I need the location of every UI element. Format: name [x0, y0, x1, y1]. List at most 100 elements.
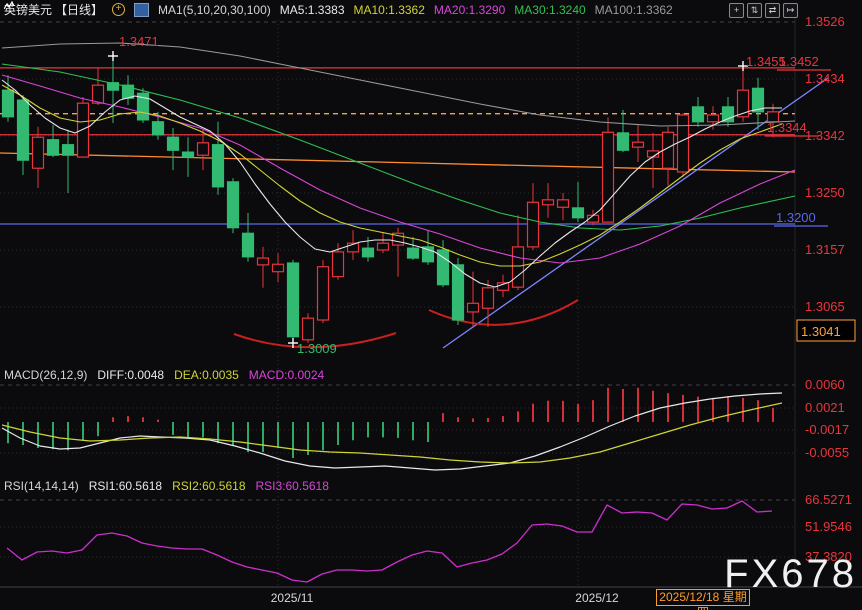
current-date-badge: 2025/12/18 星期四: [656, 589, 750, 610]
macd-settings-label: MACD(26,12,9): [4, 368, 88, 382]
price-annotation: 1.3455: [746, 54, 786, 69]
candle-body: [166, 136, 180, 151]
candle-body: [361, 247, 375, 258]
candle-body: [46, 139, 60, 156]
rsi-settings-label: RSI(14,14,14): [4, 479, 79, 493]
macd-axis-label: -0.0017: [805, 422, 849, 437]
candle-body: [31, 136, 45, 169]
toolbar: + ⇅ ⇄ ↦: [729, 3, 798, 18]
candle-body: [16, 99, 30, 161]
candle-body: [346, 242, 360, 253]
symbol-name: 英镑美元: [4, 3, 53, 17]
bottom-arc-annotation: [233, 332, 397, 349]
candle-body: [676, 114, 690, 173]
candle-body: [226, 181, 240, 229]
y-scale-tool-icon[interactable]: ⇅: [747, 3, 762, 18]
time-label-december: 2025/12: [575, 591, 619, 605]
candle-body: [106, 82, 120, 91]
candle-body: [256, 257, 270, 266]
rsi3-value: RSI3:60.5618: [255, 479, 329, 493]
axis-price-tag-box: [796, 319, 856, 342]
candle-body: [241, 232, 255, 258]
candle-body: [391, 232, 405, 246]
candle-body: [556, 199, 570, 208]
rsi-axis-label: 51.9546: [805, 519, 852, 534]
ma-settings-label: MA1(5,10,20,30,100): [158, 2, 271, 17]
price-annotation: 1.3471: [119, 34, 159, 49]
candle-body: [526, 201, 540, 248]
price-axis-label: 1.3065: [805, 299, 845, 314]
rsi1-value: RSI1:60.5618: [88, 479, 163, 493]
ma5-line: [1, 79, 782, 288]
time-label-november: 2025/11: [270, 591, 314, 605]
ma20-value: MA20:1.3290: [433, 2, 506, 17]
axis-price-tag: 1.3041: [801, 324, 841, 339]
macd-header: MACD(26,12,9) DIFF:0.0048 DEA:0.0035 MAC…: [4, 368, 324, 382]
candle-body: [91, 84, 105, 104]
candle-body: [301, 317, 315, 341]
candle-body: [571, 207, 585, 219]
candle-body: [721, 106, 735, 123]
price-annotation: 1.3009: [297, 341, 337, 356]
crosshair-tool-icon[interactable]: +: [729, 3, 744, 18]
rsi2-value: RSI2:60.5618: [172, 479, 246, 493]
candle-body: [271, 263, 285, 273]
macd-dea-value: DEA:0.0035: [174, 368, 239, 382]
candle-body: [406, 247, 420, 259]
bottom-arc-annotation: [428, 299, 579, 326]
ma10-line: [1, 84, 783, 267]
ma20-line: [1, 74, 796, 264]
main-header: 英镑美元 【日线】 + MA1(5,10,20,30,100) MA5:1.338…: [4, 1, 673, 18]
candle-body: [511, 246, 525, 288]
candle-body: [481, 287, 495, 309]
collapse-panel-icon[interactable]: ↦: [783, 3, 798, 18]
macd-axis-label: 0.0060: [805, 377, 845, 392]
chart-type-icon[interactable]: [4, 1, 150, 17]
candle-body: [436, 249, 450, 286]
macd-dea-line: [1, 402, 783, 464]
candle-body: [76, 102, 90, 158]
axis-price-tag: 1.3200: [776, 210, 816, 225]
trend-line: [0, 152, 796, 173]
x-scale-tool-icon[interactable]: ⇄: [765, 3, 780, 18]
candle-body: [331, 251, 345, 278]
candle-body: [316, 266, 330, 321]
axis-price-tag: 1.3452: [779, 54, 819, 69]
candle-body: [61, 144, 75, 156]
ma10-value: MA10:1.3362: [353, 2, 425, 17]
price-axis-label: 1.3526: [805, 14, 845, 29]
macd-axis-label: -0.0055: [805, 445, 849, 460]
candle-body: [286, 262, 300, 338]
time-axis: 2025/11 2025/12 2025/12/18 星期四: [0, 588, 862, 610]
candle-body: [211, 144, 225, 188]
candle-body: [466, 302, 480, 313]
rsi-line: [6, 500, 773, 583]
rsi-axis-label: 37.3820: [805, 549, 852, 564]
ma5-value: MA5:1.3383: [279, 2, 345, 17]
candle-body: [196, 142, 210, 156]
price-axis-label: 1.3434: [805, 71, 845, 86]
fx678-watermark: FX678: [724, 552, 857, 596]
candle-body: [421, 246, 435, 263]
add-indicator-icon[interactable]: +: [112, 3, 126, 16]
macd-value: MACD:0.0024: [248, 368, 325, 382]
candle-body: [181, 151, 195, 158]
ma30-value: MA30:1.3240: [514, 2, 586, 17]
candle-body: [616, 132, 630, 151]
candle-body: [541, 199, 555, 206]
price-axis-label: 1.3342: [805, 128, 845, 143]
candle-body: [151, 121, 165, 136]
candle-body: [1, 89, 15, 118]
candle-body: [751, 87, 765, 113]
price-axis-label: 1.3157: [805, 242, 845, 257]
ma100-value: MA100:1.3362: [594, 2, 673, 17]
price-axis-label: 1.3250: [805, 185, 845, 200]
candle-body: [601, 131, 615, 223]
rsi-axis-label: 66.5271: [805, 492, 852, 507]
candle-body: [736, 89, 750, 118]
candle-body: [631, 141, 645, 148]
macd-diff-value: DIFF:0.0048: [97, 368, 165, 382]
candle-body: [691, 106, 705, 123]
